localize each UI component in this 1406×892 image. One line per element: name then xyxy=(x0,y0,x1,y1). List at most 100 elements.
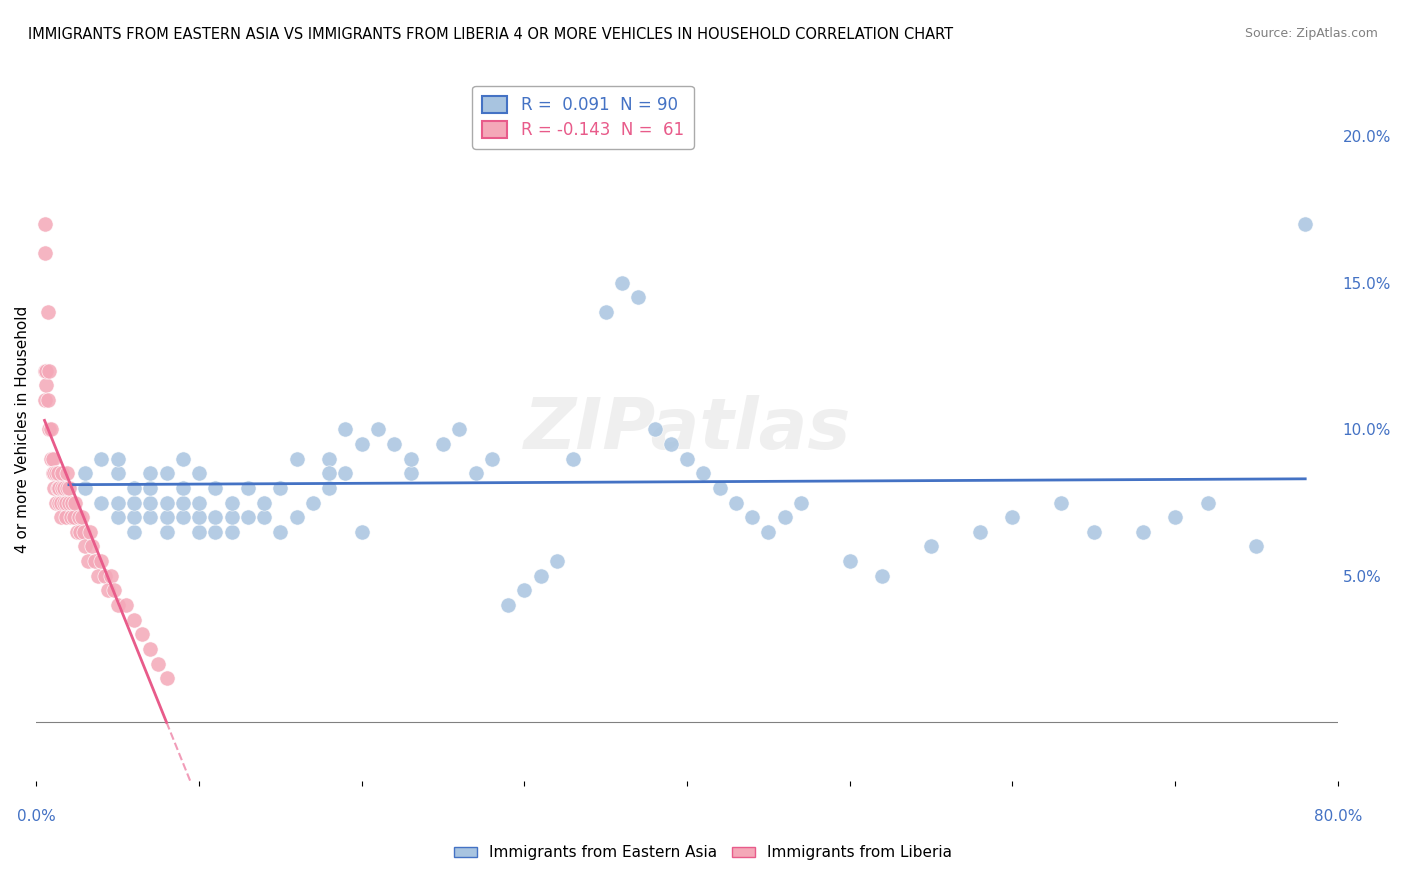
Point xyxy=(790,495,813,509)
Point xyxy=(644,422,666,436)
Point xyxy=(399,451,422,466)
Point xyxy=(115,598,138,612)
Point xyxy=(367,422,389,436)
Point xyxy=(1246,540,1268,554)
Point xyxy=(100,569,122,583)
Point xyxy=(221,524,243,539)
Point xyxy=(562,451,585,466)
Point xyxy=(148,657,170,671)
Point xyxy=(155,495,177,509)
Point xyxy=(45,495,67,509)
Point xyxy=(741,510,763,524)
Point xyxy=(58,495,80,509)
Point xyxy=(107,598,129,612)
Point xyxy=(188,495,211,509)
Point xyxy=(35,378,58,392)
Point xyxy=(253,510,276,524)
Point xyxy=(107,495,129,509)
Point xyxy=(318,451,340,466)
Point xyxy=(139,495,162,509)
Point xyxy=(546,554,568,568)
Point xyxy=(139,642,162,657)
Point xyxy=(122,510,145,524)
Point xyxy=(51,481,73,495)
Point xyxy=(676,451,699,466)
Point xyxy=(627,290,650,304)
Point xyxy=(65,495,87,509)
Point xyxy=(204,481,226,495)
Point xyxy=(1197,495,1219,509)
Point xyxy=(724,495,747,509)
Point xyxy=(1132,524,1154,539)
Legend: Immigrants from Eastern Asia, Immigrants from Liberia: Immigrants from Eastern Asia, Immigrants… xyxy=(447,839,959,866)
Point xyxy=(70,510,93,524)
Point xyxy=(34,217,56,231)
Point xyxy=(382,437,405,451)
Point xyxy=(51,466,73,480)
Point xyxy=(60,495,83,509)
Point xyxy=(56,481,79,495)
Point xyxy=(45,466,67,480)
Text: ZIPatlas: ZIPatlas xyxy=(523,395,851,464)
Point xyxy=(48,495,70,509)
Point xyxy=(38,363,60,377)
Point xyxy=(97,583,120,598)
Point xyxy=(610,276,633,290)
Point xyxy=(155,466,177,480)
Point xyxy=(131,627,153,641)
Point xyxy=(236,510,259,524)
Point xyxy=(399,466,422,480)
Point xyxy=(72,524,94,539)
Point xyxy=(1294,217,1316,231)
Point xyxy=(188,524,211,539)
Point xyxy=(122,613,145,627)
Point xyxy=(122,495,145,509)
Point xyxy=(34,392,56,407)
Point xyxy=(188,510,211,524)
Point xyxy=(302,495,325,509)
Point xyxy=(107,510,129,524)
Point xyxy=(1050,495,1073,509)
Point xyxy=(122,524,145,539)
Point xyxy=(1001,510,1024,524)
Point xyxy=(75,481,97,495)
Point xyxy=(41,466,63,480)
Text: 0.0%: 0.0% xyxy=(17,809,56,824)
Point xyxy=(37,392,59,407)
Point xyxy=(335,466,357,480)
Point xyxy=(350,437,373,451)
Point xyxy=(55,495,77,509)
Point xyxy=(62,510,84,524)
Point xyxy=(285,510,308,524)
Point xyxy=(285,451,308,466)
Point xyxy=(107,451,129,466)
Point xyxy=(449,422,471,436)
Point xyxy=(221,510,243,524)
Point xyxy=(48,481,70,495)
Point xyxy=(66,524,89,539)
Text: IMMIGRANTS FROM EASTERN ASIA VS IMMIGRANTS FROM LIBERIA 4 OR MORE VEHICLES IN HO: IMMIGRANTS FROM EASTERN ASIA VS IMMIGRAN… xyxy=(28,27,953,42)
Point xyxy=(513,583,536,598)
Point xyxy=(46,466,69,480)
Point xyxy=(38,422,60,436)
Point xyxy=(90,451,112,466)
Point xyxy=(44,466,66,480)
Point xyxy=(75,540,97,554)
Point xyxy=(58,481,80,495)
Point xyxy=(692,466,714,480)
Point xyxy=(204,510,226,524)
Point xyxy=(350,524,373,539)
Point xyxy=(530,569,553,583)
Point xyxy=(464,466,486,480)
Point xyxy=(335,422,357,436)
Point xyxy=(872,569,894,583)
Point xyxy=(79,524,101,539)
Point xyxy=(236,481,259,495)
Text: 80.0%: 80.0% xyxy=(1313,809,1362,824)
Point xyxy=(49,495,72,509)
Point xyxy=(920,540,942,554)
Point xyxy=(37,305,59,319)
Text: Source: ZipAtlas.com: Source: ZipAtlas.com xyxy=(1244,27,1378,40)
Point xyxy=(221,495,243,509)
Point xyxy=(49,510,72,524)
